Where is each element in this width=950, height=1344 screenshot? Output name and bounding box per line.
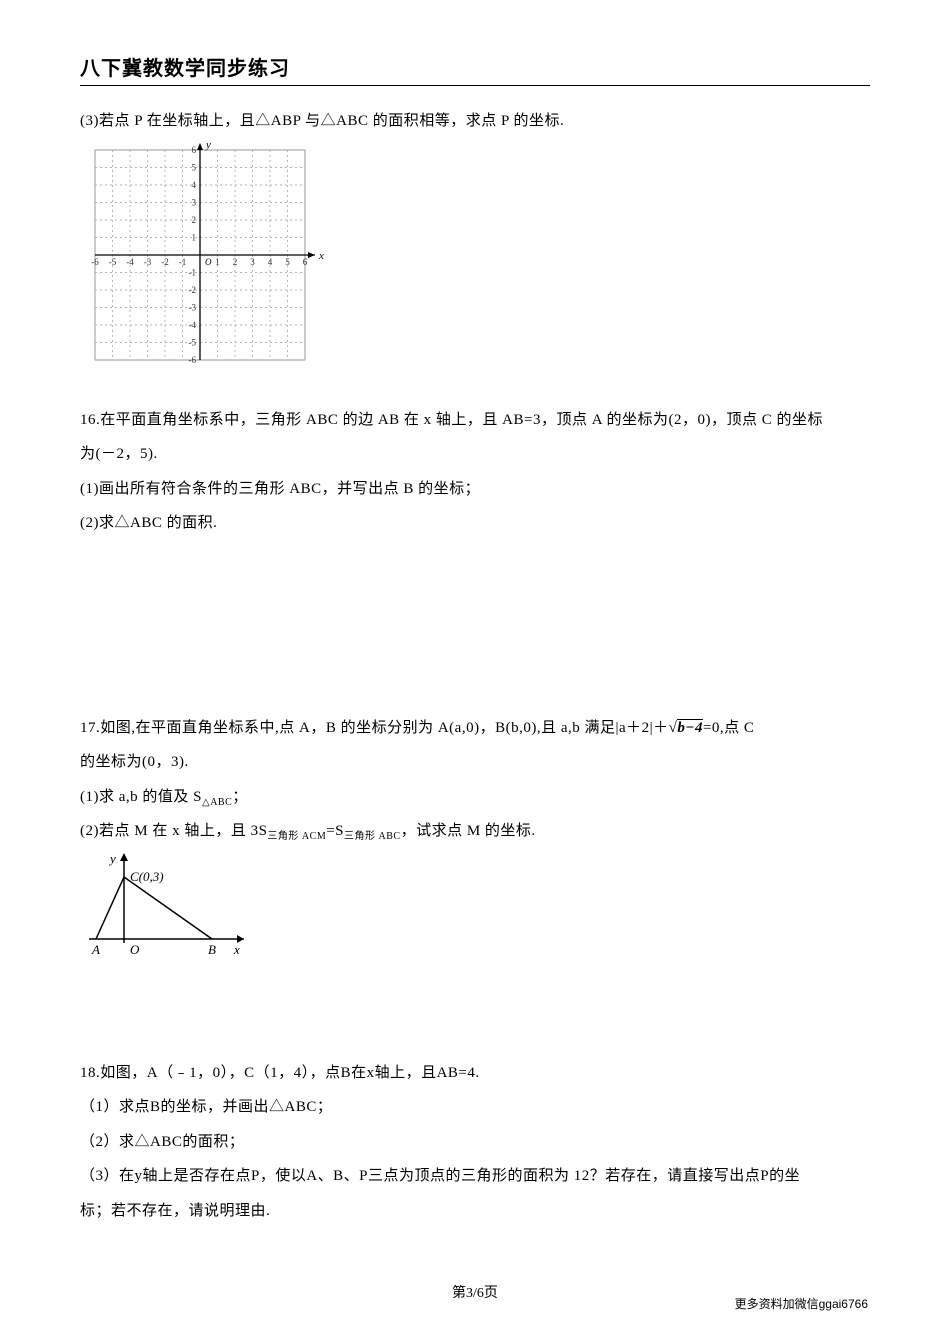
page-header: 八下冀教数学同步练习 <box>80 52 870 85</box>
svg-text:1: 1 <box>215 257 220 267</box>
sqrt-radicand: b−4 <box>677 719 703 736</box>
svg-text:5: 5 <box>192 162 197 172</box>
svg-text:x: x <box>233 942 240 957</box>
q17-stem-line1: 17.如图,在平面直角坐标系中,点 A，B 的坐标分别为 A(a,0)，B(b,… <box>80 711 870 746</box>
svg-text:-6: -6 <box>91 257 99 267</box>
svg-text:-1: -1 <box>189 267 197 277</box>
svg-text:O: O <box>130 942 140 957</box>
q17-part2-sub2: 三角形 ABC <box>344 831 401 842</box>
svg-text:2: 2 <box>233 257 238 267</box>
q15-part3: (3)若点 P 在坐标轴上，且△ABP 与△ABC 的面积相等，求点 P 的坐标… <box>80 104 870 139</box>
footer-wechat: 更多资料加微信ggai6766 <box>735 1295 868 1312</box>
q18-part1: （1）求点B的坐标，并画出△ABC； <box>80 1090 870 1125</box>
q17-part2-sub1: 三角形 ACM <box>267 831 326 842</box>
q17-part2-b: ，试求点 M 的坐标. <box>401 823 536 839</box>
svg-text:1: 1 <box>192 232 197 242</box>
svg-text:6: 6 <box>192 145 197 155</box>
q17-part2: (2)若点 M 在 x 轴上，且 3S三角形 ACM=S三角形 ABC，试求点 … <box>80 814 870 849</box>
svg-text:-3: -3 <box>144 257 152 267</box>
q18-part3-line1: （3）在y轴上是否存在点P，使以A、B、P三点为顶点的三角形的面积为 12？若存… <box>80 1159 870 1194</box>
svg-text:6: 6 <box>303 257 308 267</box>
svg-text:y: y <box>205 143 211 151</box>
q17-stem-line2: 的坐标为(0，3). <box>80 745 870 780</box>
svg-text:x: x <box>318 250 324 262</box>
q17-part2-mid: =S <box>326 823 344 839</box>
svg-text:4: 4 <box>268 257 273 267</box>
svg-text:-2: -2 <box>161 257 169 267</box>
svg-text:C(0,3): C(0,3) <box>130 869 164 884</box>
q17-stem-a: 17.如图,在平面直角坐标系中,点 A，B 的坐标分别为 A(a,0)，B(b,… <box>80 720 669 736</box>
svg-text:-2: -2 <box>189 285 197 295</box>
q17-part2-a: (2)若点 M 在 x 轴上，且 3S <box>80 823 267 839</box>
q18-part3-line2: 标；若不存在，请说明理由. <box>80 1194 870 1229</box>
svg-text:3: 3 <box>250 257 255 267</box>
svg-text:-1: -1 <box>179 257 187 267</box>
q16-stem-line1: 16.在平面直角坐标系中，三角形 ABC 的边 AB 在 x 轴上，且 AB=3… <box>80 403 870 438</box>
q15-grid-figure: -6 -5 -4 -3 -2 -1 1 2 3 4 5 6 -6 -5 -4 -3 -2 -1 1 2 3 4 5 6 Ox y <box>86 143 870 373</box>
svg-text:y: y <box>108 851 116 866</box>
svg-text:-5: -5 <box>109 257 117 267</box>
q17-part1-a: (1)求 a,b 的值及 S <box>80 789 202 805</box>
q18-stem: 18.如图，A（﹣1，0），C（1，4），点B在x轴上，且AB=4. <box>80 1056 870 1091</box>
svg-text:-5: -5 <box>189 337 197 347</box>
q17-part1-b: ； <box>232 789 248 805</box>
svg-text:5: 5 <box>285 257 290 267</box>
svg-text:-4: -4 <box>126 257 134 267</box>
q16-part2: (2)求△ABC 的面积. <box>80 506 870 541</box>
svg-text:O: O <box>205 257 212 267</box>
svg-text:4: 4 <box>192 180 197 190</box>
q17-stem-b: =0,点 C <box>703 720 754 736</box>
svg-text:-3: -3 <box>189 302 197 312</box>
svg-text:B: B <box>208 942 216 957</box>
q18-part2: （2）求△ABC的面积； <box>80 1125 870 1160</box>
q16-part1: (1)画出所有符合条件的三角形 ABC，并写出点 B 的坐标； <box>80 472 870 507</box>
q17-figure: C(0,3) A O Bx y <box>84 851 870 966</box>
svg-text:-4: -4 <box>189 320 197 330</box>
svg-text:A: A <box>91 942 100 957</box>
svg-text:-6: -6 <box>189 355 197 365</box>
q17-part1-sub: △ABC <box>202 797 232 808</box>
svg-text:2: 2 <box>192 215 197 225</box>
q17-part1: (1)求 a,b 的值及 S△ABC； <box>80 780 870 815</box>
svg-text:3: 3 <box>192 197 197 207</box>
q16-stem-line2: 为(－2，5). <box>80 437 870 472</box>
header-rule <box>80 85 870 86</box>
